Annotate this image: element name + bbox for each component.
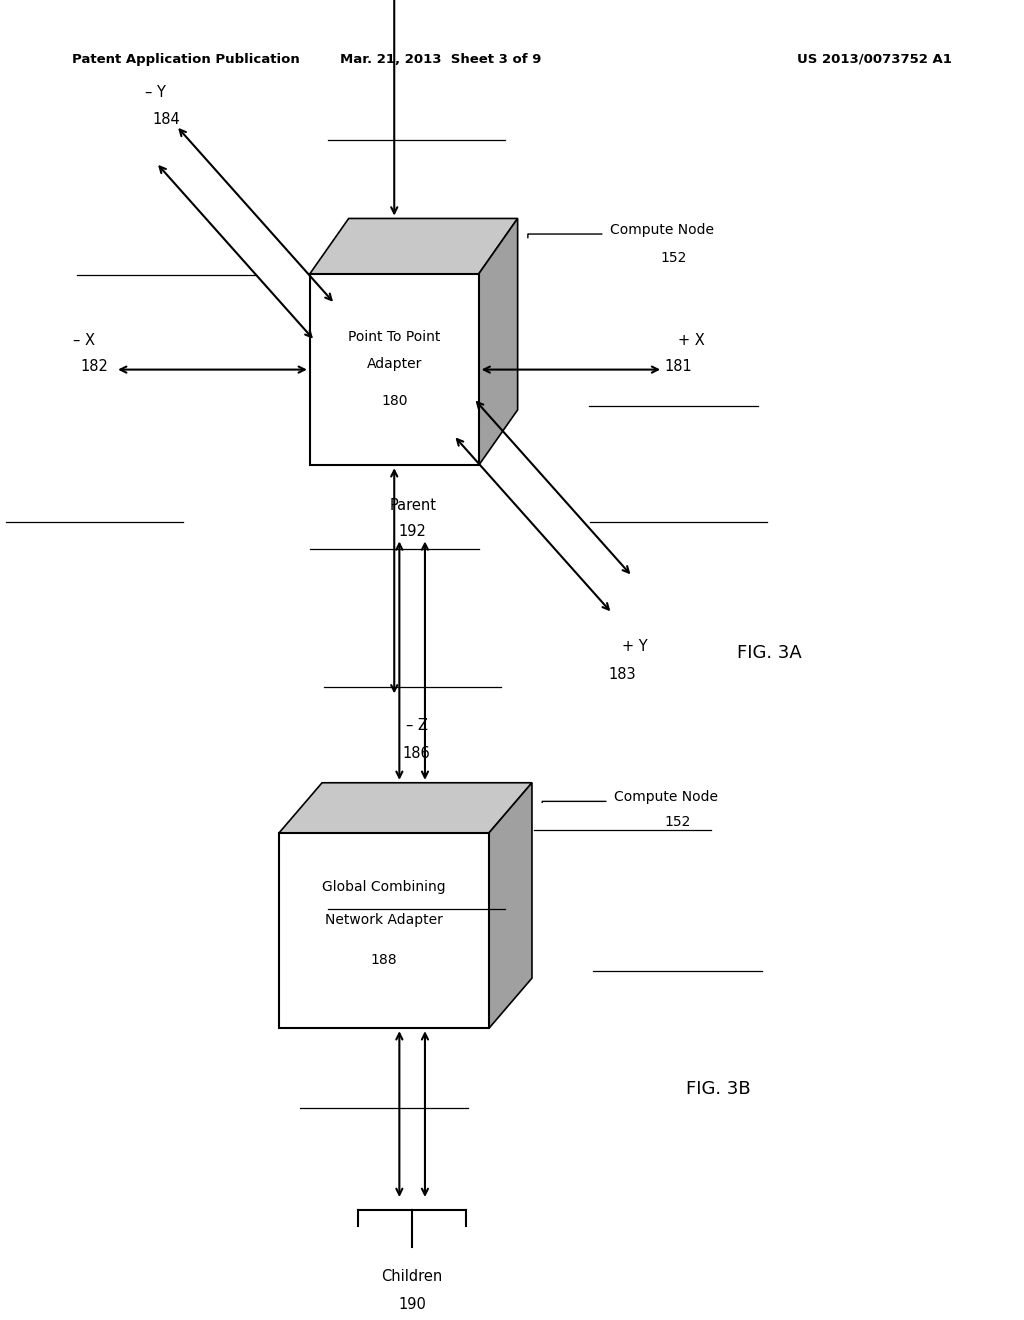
- Text: Compute Node: Compute Node: [613, 791, 718, 804]
- Text: 152: 152: [665, 816, 690, 829]
- Text: FIG. 3B: FIG. 3B: [686, 1080, 751, 1098]
- Text: Mar. 21, 2013  Sheet 3 of 9: Mar. 21, 2013 Sheet 3 of 9: [340, 53, 541, 66]
- Text: 181: 181: [665, 359, 692, 375]
- Text: Adapter: Adapter: [367, 358, 422, 371]
- Polygon shape: [479, 218, 518, 466]
- Text: 186: 186: [402, 746, 431, 760]
- Text: 183: 183: [608, 667, 636, 681]
- Text: US 2013/0073752 A1: US 2013/0073752 A1: [798, 53, 952, 66]
- Text: Network Adapter: Network Adapter: [325, 913, 443, 927]
- Text: Global Combining: Global Combining: [323, 880, 445, 894]
- Text: 180: 180: [381, 395, 408, 408]
- Text: – Z: – Z: [406, 718, 428, 733]
- Text: 192: 192: [398, 524, 427, 540]
- Text: + Y: + Y: [623, 639, 648, 653]
- Bar: [309, 275, 479, 466]
- Text: FIG. 3A: FIG. 3A: [737, 644, 802, 663]
- Text: – X: – X: [73, 333, 94, 348]
- Polygon shape: [309, 218, 518, 275]
- Text: Parent: Parent: [389, 498, 436, 513]
- Bar: [279, 833, 489, 1028]
- Text: Patent Application Publication: Patent Application Publication: [72, 53, 299, 66]
- Text: 152: 152: [660, 251, 686, 265]
- Text: Children: Children: [382, 1269, 442, 1284]
- Text: 184: 184: [153, 112, 180, 127]
- Text: Compute Node: Compute Node: [610, 223, 714, 238]
- Text: 188: 188: [371, 953, 397, 966]
- Text: + X: + X: [678, 333, 706, 348]
- Text: 190: 190: [398, 1296, 426, 1312]
- Text: – Y: – Y: [145, 86, 166, 100]
- Polygon shape: [489, 783, 532, 1028]
- Text: 182: 182: [81, 359, 109, 375]
- Polygon shape: [279, 783, 532, 833]
- Text: Point To Point: Point To Point: [348, 330, 440, 343]
